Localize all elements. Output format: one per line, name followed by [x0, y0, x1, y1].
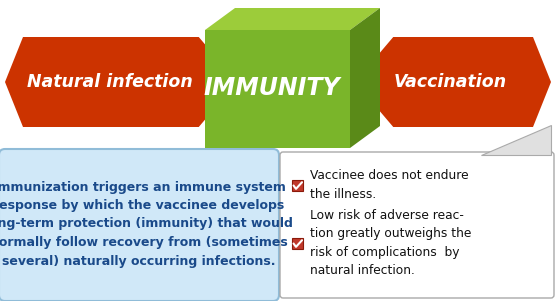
Text: Vaccinee does not endure
the illness.: Vaccinee does not endure the illness. — [310, 169, 468, 201]
Text: Natural infection: Natural infection — [27, 73, 193, 91]
Polygon shape — [355, 37, 551, 127]
FancyBboxPatch shape — [0, 149, 279, 301]
FancyBboxPatch shape — [292, 179, 303, 191]
Text: Immunization triggers an immune system
response by which the vaccinee develops
l: Immunization triggers an immune system r… — [0, 181, 293, 268]
Polygon shape — [5, 37, 237, 127]
Text: Low risk of adverse reac-
tion greatly outweighs the
risk of complications  by
n: Low risk of adverse reac- tion greatly o… — [310, 209, 471, 277]
Text: Vaccination: Vaccination — [393, 73, 507, 91]
Polygon shape — [350, 8, 380, 148]
FancyBboxPatch shape — [292, 237, 303, 249]
Text: IMMUNITY: IMMUNITY — [204, 76, 340, 100]
Polygon shape — [205, 8, 380, 30]
FancyBboxPatch shape — [280, 152, 554, 298]
Polygon shape — [481, 125, 551, 155]
Polygon shape — [205, 30, 350, 148]
